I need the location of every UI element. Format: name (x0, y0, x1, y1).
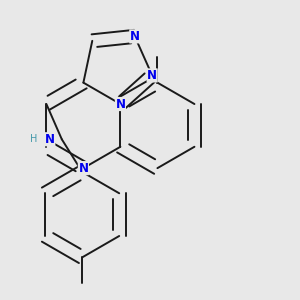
Text: N: N (130, 30, 140, 43)
Text: H: H (30, 134, 38, 144)
Text: N: N (147, 69, 157, 82)
Text: N: N (116, 98, 125, 110)
Text: N: N (45, 133, 55, 146)
Text: N: N (78, 162, 88, 175)
